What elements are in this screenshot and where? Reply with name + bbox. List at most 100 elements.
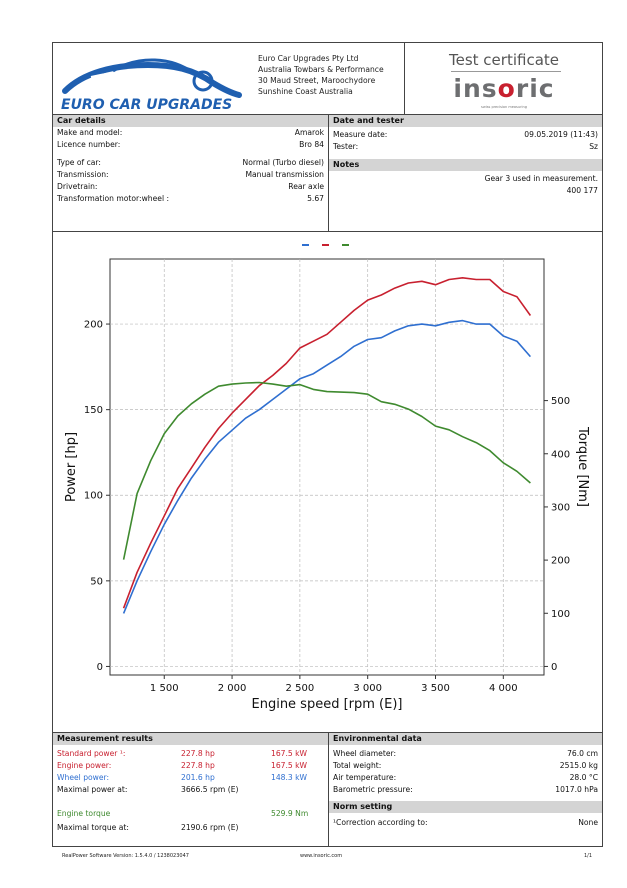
result-row: Maximal torque at: 2190.6 rpm (E) [53,822,328,834]
result-row: Engine torque 529.9 Nm [53,808,328,820]
y2-tick-label: 200 [551,556,570,567]
detail-label: Transmission: [57,170,109,179]
company-line: Australia Towbars & Performance [258,65,384,74]
env-label: Barometric pressure: [333,785,413,794]
result-hp: 227.8 hp [181,761,215,770]
y-axis-label: Power [hp] [64,432,79,502]
y-tick-label: 0 [97,662,103,673]
section-title: Notes [329,159,602,171]
series-line [122,381,531,560]
env-row: Wheel diameter: 76.0 cm [329,748,602,760]
result-row: Maximal power at: 3666.5 rpm (E) [53,784,328,796]
y2-tick-label: 300 [551,502,570,513]
date-tester-notes: Date and tester Measure date: 09.05.2019 … [329,115,602,231]
x-tick-label: 1 500 [150,683,179,694]
detail-value: Amarok [294,128,324,137]
logo-text: EURO CAR UPGRADES [61,97,232,113]
y-tick-label: 150 [84,405,103,416]
logo-tagline: swiss precision measuring [481,105,527,109]
env-value: None [578,818,598,827]
company-line: 30 Maud Street, Maroochydore [258,76,376,85]
detail-row: Transformation motor:wheel : 5.67 [53,193,328,205]
result-label: Maximal power at: [57,785,128,794]
env-value: 1017.0 hPa [555,785,598,794]
env-row: Air temperature: 28.0 °C [329,772,602,784]
x-tick-label: 3 000 [353,683,382,694]
detail-value: 5.67 [307,194,324,203]
detail-value: Sz [589,142,598,151]
section-title: Norm setting [329,801,602,813]
notes-line: Gear 3 used in measurement. [484,174,598,183]
result-rpm: 3666.5 rpm (E) [181,785,239,794]
detail-row: Tester: Sz [329,141,602,153]
y-tick-label: 50 [90,576,103,587]
logo-part: ins [453,74,498,103]
section-title: Environmental data [329,733,602,745]
test-certificate: EURO CAR UPGRADES Euro Car Upgrades Pty … [52,42,603,847]
logo-part: o [497,74,516,103]
detail-value: Rear axle [288,182,324,191]
env-label: Total weight: [333,761,382,770]
detail-row: Make and model: Amarok [53,127,328,139]
y-tick-label: 200 [84,320,103,331]
company-address: Euro Car Upgrades Pty Ltd Australia Towb… [258,53,408,97]
environmental-data: Environmental data Wheel diameter: 76.0 c… [329,733,602,847]
env-label: ¹Correction according to: [333,818,428,827]
detail-row: Measure date: 09.05.2019 (11:43) [329,129,602,141]
detail-label: Type of car: [57,158,101,167]
section-title: Measurement results [53,733,328,745]
detail-label: Drivetrain: [57,182,98,191]
notes-line: 400 177 [566,186,598,195]
logo-part: ric [515,74,555,103]
y2-tick-label: 0 [551,662,557,673]
result-kw: 167.5 kW [271,749,308,758]
series-line [122,277,532,609]
car-details: Car details Make and model: Amarok Licenc… [53,115,329,231]
env-label: Wheel diameter: [333,749,397,758]
result-row: Standard power ¹: 227.8 hp 167.5 kW [53,748,328,760]
detail-label: Tester: [333,142,359,151]
plot-frame [109,258,545,676]
result-label: Standard power ¹: [57,749,126,758]
company-line: Euro Car Upgrades Pty Ltd [258,54,359,63]
website-link: www.insoric.com [300,853,343,859]
chart-svg: 1 500 2 000 2 500 3 000 3 500 4 000 0 50 100 150 2… [64,244,590,712]
car-silhouette-icon: EURO CAR UPGRADES [61,58,242,113]
detail-row: Type of car: Normal (Turbo diesel) [53,157,328,169]
euro-car-upgrades-logo: EURO CAR UPGRADES [53,43,253,115]
x-tick-label: 3 500 [421,683,450,694]
series-line [122,319,532,614]
result-hp: 201.6 hp [181,773,215,782]
x-tick-label: 2 500 [286,683,315,694]
env-value: 28.0 °C [569,773,598,782]
measurement-results: Measurement results Standard power ¹: 22… [53,733,329,847]
env-row: Total weight: 2515.0 kg [329,760,602,772]
detail-label: Licence number: [57,140,121,149]
power-torque-chart: 1 500 2 000 2 500 3 000 3 500 4 000 0 50 100 150 2… [53,231,602,733]
env-value: 76.0 cm [567,749,598,758]
detail-value: Normal (Turbo diesel) [242,158,324,167]
detail-label: Make and model: [57,128,123,137]
y2-tick-label: 100 [551,609,570,620]
detail-row: Transmission: Manual transmission [53,169,328,181]
detail-value: Manual transmission [245,170,324,179]
y2-tick-label: 500 [551,396,570,407]
certificate-title-box: Test certificate insoric swiss precision… [404,43,602,115]
result-kw: 148.3 kW [271,773,308,782]
detail-value: Bro 84 [299,140,324,149]
y-tick-label: 100 [84,491,103,502]
x-tick-label: 2 000 [218,683,247,694]
certificate-title: Test certificate [449,51,559,69]
result-label: Maximal torque at: [57,823,129,832]
company-line: Sunshine Coast Australia [258,87,353,96]
result-label: Engine power: [57,761,112,770]
result-label: Wheel power: [57,773,110,782]
software-version: RealPower Software Version: 1.5.4.0 / 12… [62,853,189,859]
result-row: Wheel power: 201.6 hp 148.3 kW [53,772,328,784]
result-rpm: 2190.6 rpm (E) [181,823,239,832]
section-title: Date and tester [329,115,602,127]
divider [451,71,561,72]
env-row: ¹Correction according to: None [329,817,602,829]
result-nm: 529.9 Nm [271,809,309,818]
x-tick-label: 4 000 [489,683,518,694]
